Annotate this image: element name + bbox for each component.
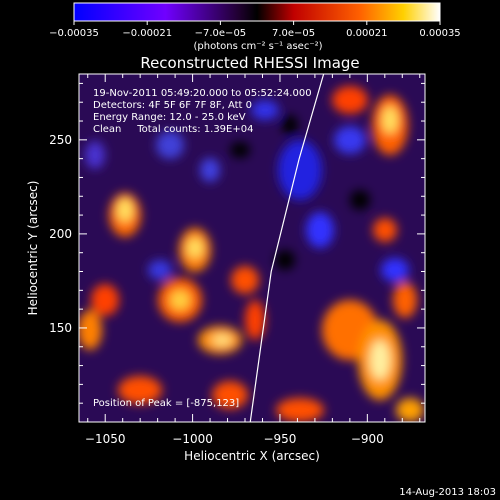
chart-title: Reconstructed RHESSI Image: [140, 54, 359, 72]
colorbar: [73, 2, 441, 22]
y-tick-label: 250: [49, 133, 72, 147]
colorbar-tick-label: 7.0e−05: [272, 28, 315, 39]
colorbar-tick-label: −7.0e−05: [195, 28, 247, 39]
colorbar-unit-label: (photons cm⁻² s⁻¹ asec⁻²): [193, 41, 322, 52]
info-detectors: Detectors: 4F 5F 6F 7F 8F, Att 0: [93, 100, 252, 111]
info-time-range: 19-Nov-2011 05:49:20.000 to 05:52:24.000: [93, 88, 312, 99]
x-tick-label: −1000: [172, 432, 213, 446]
peak-position-label: Position of Peak = [-875,123]: [93, 398, 239, 409]
x-tick-label: −900: [351, 432, 384, 446]
heatmap-image: [79, 74, 424, 422]
colorbar-tick-label: 0.00021: [346, 28, 387, 39]
colorbar-ticks: −0.00035 −0.00021 −7.0e−05 7.0e−05 0.00021 0.…: [49, 21, 461, 39]
x-tick-label: −1050: [85, 432, 126, 446]
x-axis-ticks: −1050 −1000 −950 −900: [85, 74, 421, 446]
colorbar-tick-label: −0.00021: [122, 28, 172, 39]
solar-limb-curve: [249, 74, 325, 422]
y-axis-ticks: 150 200 250: [49, 82, 425, 404]
x-axis-label: Heliocentric X (arcsec): [184, 449, 320, 463]
observation-info: 19-Nov-2011 05:49:20.000 to 05:52:24.000…: [93, 88, 312, 135]
y-axis-label: Heliocentric Y (arcsec): [26, 181, 40, 316]
colorbar-tick-label: 0.00035: [419, 28, 460, 39]
plot-frame: [78, 73, 426, 423]
colorbar-tick-label: −0.00035: [49, 28, 99, 39]
x-tick-label: −950: [263, 432, 296, 446]
info-total-counts: Clean Total counts: 1.39E+04: [93, 124, 253, 135]
y-tick-label: 200: [49, 227, 72, 241]
footer-timestamp: 14-Aug-2013 18:03: [399, 487, 496, 498]
y-tick-label: 150: [49, 321, 72, 335]
info-energy-range: Energy Range: 12.0 - 25.0 keV: [93, 112, 246, 123]
